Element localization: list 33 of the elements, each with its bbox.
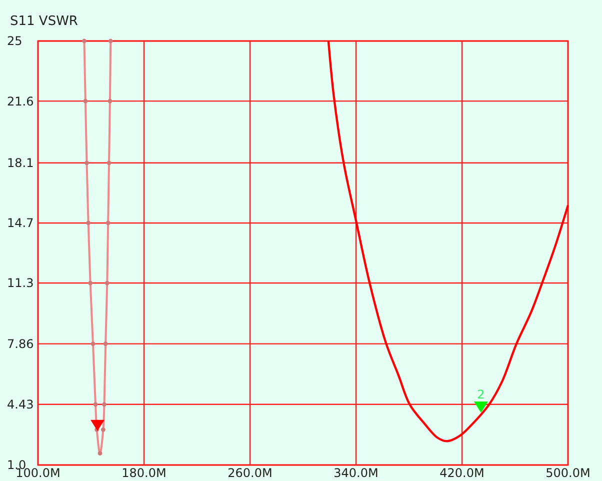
x-tick-label: 500.0M bbox=[546, 466, 590, 480]
point bbox=[93, 402, 98, 407]
point bbox=[90, 420, 104, 432]
y-tick-label: 21.6 bbox=[7, 94, 34, 108]
point bbox=[83, 98, 88, 104]
y-tick-label: 7.86 bbox=[7, 337, 34, 352]
line-series bbox=[327, 40, 570, 442]
point bbox=[106, 160, 112, 166]
x-tick-label: 260.0M bbox=[228, 466, 272, 480]
chart-title: S11 VSWR bbox=[10, 14, 78, 29]
point bbox=[474, 401, 488, 413]
point bbox=[106, 220, 110, 226]
point bbox=[104, 280, 110, 286]
y-tick-label: 14.7 bbox=[7, 216, 34, 230]
point bbox=[102, 402, 106, 407]
point bbox=[100, 427, 106, 432]
y-tick-label: 11.3 bbox=[7, 276, 34, 290]
x-tick-label: 180.0M bbox=[122, 466, 166, 480]
point bbox=[90, 342, 96, 346]
point bbox=[84, 160, 89, 166]
y-tick-label: 25 bbox=[7, 34, 22, 48]
point bbox=[108, 98, 112, 104]
point bbox=[82, 38, 86, 44]
x-tick-label: 420.0M bbox=[440, 466, 484, 480]
point bbox=[98, 451, 102, 456]
point bbox=[86, 220, 91, 226]
annotation: 2 bbox=[477, 387, 485, 402]
point bbox=[108, 38, 113, 44]
y-tick-label: 18.1 bbox=[7, 156, 34, 170]
point bbox=[103, 342, 108, 346]
point bbox=[88, 280, 93, 286]
y-tick-label: 4.43 bbox=[7, 398, 34, 412]
x-tick-label: 340.0M bbox=[334, 466, 378, 480]
